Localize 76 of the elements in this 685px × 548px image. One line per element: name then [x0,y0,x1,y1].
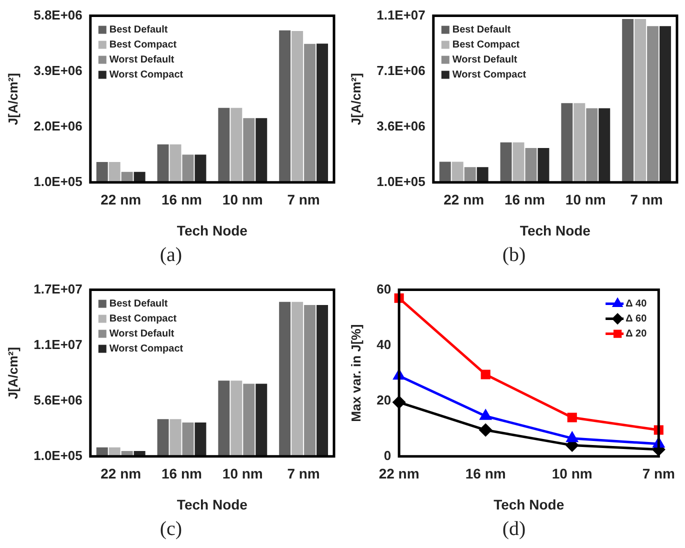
bar [218,380,230,456]
bar [316,304,328,456]
legend-label: Worst Default [109,54,175,66]
y-tick-label: 3.6E+06 [376,118,426,134]
text: (a) [158,244,184,267]
y-axis-title: Max var. in J[%] [348,324,364,422]
y-tick-label: 1.0E+05 [34,448,82,463]
x-tick-label: 10 nm [552,466,592,482]
x-axis-title: Tech Node [176,222,248,238]
x-tick-label: 22 nm [100,192,142,208]
legend-label: Best Compact [452,40,520,51]
legend-label: Best Default [452,24,512,36]
x-tick-label: 7 nm [642,466,676,482]
legend-label: Worst Compact [109,70,184,81]
y-tick-label: 1.0E+05 [376,174,426,189]
x-axis-title: Tech Node [494,496,564,512]
point [480,370,490,380]
legend-label: Worst Default [109,328,175,340]
y-tick-label: 20 [376,392,392,408]
y-tick-label: 2.0E+06 [34,118,82,134]
x-tick-label: 7 nm [287,192,320,208]
y-tick-label: 1.7E+07 [34,281,82,296]
legend-label: Best Compact [109,314,178,325]
legend-label: Worst Compact [452,70,527,81]
y-tick-label: 1.0E+05 [34,174,82,189]
y-axis-title: J[A/cm²] [348,73,364,126]
bar [230,380,242,456]
bar [182,422,194,456]
legend-label: Worst Compact [109,344,184,355]
text: (c) [158,518,184,541]
x-tick-label: 16 nm [465,466,506,482]
text: (b) [501,244,527,267]
y-tick-label: 60 [376,281,392,296]
x-tick-label: 10 nm [222,466,263,482]
x-tick-label: 7 nm [630,192,663,208]
x-tick-label: 22 nm [100,466,142,482]
x-tick-label: 22 nm [444,192,484,208]
y-tick-label: 7.1E+06 [376,62,426,78]
x-tick-label: 16 nm [162,466,202,482]
x-tick-label: 10 nm [222,192,263,208]
legend-label: Best Compact [109,40,178,51]
point [567,412,577,422]
legend-label: Δ 20 [626,328,648,340]
x-tick-label: 22 nm [378,466,420,482]
x-tick-label: 10 nm [565,192,606,208]
bar [292,302,304,456]
y-tick-label: 40 [376,336,392,352]
legend-label: Δ 40 [626,298,648,310]
bar [194,422,206,456]
y-tick-label: 1.1E+07 [376,7,426,22]
legend-label: Best Default [109,298,168,310]
y-tick-label: 5.8E+06 [34,7,82,22]
x-axis-title: Tech Node [520,222,591,238]
text: (d) [501,518,527,541]
legend-label: Δ 60 [626,314,648,325]
bar [243,384,255,456]
point [566,432,578,442]
bar [304,304,316,456]
x-tick-label: 7 nm [287,466,320,482]
y-tick-label: 5.6E+06 [34,392,82,408]
y-axis-title: J[A/cm²] [5,347,20,400]
legend-label: Best Default [109,24,168,36]
y-tick-label: 3.9E+06 [34,62,82,78]
bar [157,419,169,456]
x-axis-title: Tech Node [176,496,248,512]
legend-label: Worst Default [452,54,518,66]
point [480,410,492,420]
bar [279,302,291,456]
y-tick-label: 1.1E+07 [34,336,82,352]
bar [170,419,182,456]
point [479,424,492,436]
x-tick-label: 16 nm [162,192,202,208]
y-axis-title: J[A/cm²] [5,73,20,126]
x-tick-label: 16 nm [504,192,545,208]
y-tick-label: 0 [384,448,392,463]
bar [256,384,268,456]
